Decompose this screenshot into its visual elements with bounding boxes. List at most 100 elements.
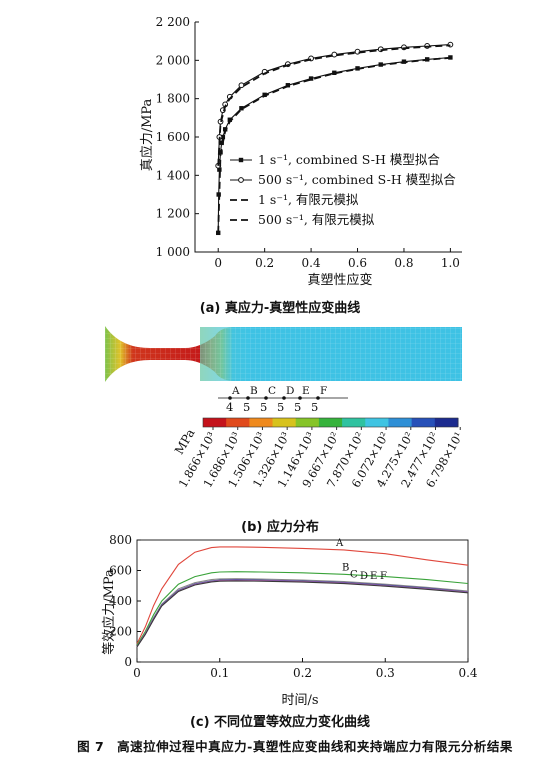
x-tick-label: 0.4 [458,666,477,680]
y-tick-label: 1 400 [156,168,190,182]
element-number: 5 [243,400,250,414]
x-tick-label: 0.1 [210,666,229,680]
series-label-A: A [335,538,344,549]
panel-c-y-axis-label: 等效应力/MPa [101,569,117,655]
data-point [216,230,221,236]
panel-c-series [136,546,469,648]
panel-a-chart: 0 0.2 0.4 0.6 0.8 1.0 1 000 1 200 1 400 1 600 1 80… [139,15,462,288]
figure-caption: 图 7 高速拉伸过程中真应力-真塑性应变曲线和夹持端应力有限元分析结果 [77,739,513,754]
y-tick-label: 1 800 [156,92,190,106]
panel-c-axes: 0 0.1 0.2 0.3 0.4 0 200 400 600 800 [109,533,478,680]
series-line-2 [217,56,451,233]
y-tick-label: 1 000 [156,245,190,259]
y-tick-label: 2 000 [156,53,190,67]
data-point [217,167,222,172]
series-label-B: B [342,563,349,574]
panel-c-x-axis-label: 时间/s [281,693,318,708]
point-marker-D [282,396,286,400]
point-label-C: C [268,385,276,397]
x-tick-label: 0.2 [255,256,274,270]
data-point [239,106,244,111]
y-tick-label: 0 [124,655,132,669]
colorbar-swatch [411,418,436,427]
y-tick-label: 600 [109,564,132,578]
colorbar-swatch [365,418,389,427]
colorbar-swatch [434,418,459,427]
point-label-B: B [250,385,258,397]
legend-marker [238,157,244,163]
legend-label-3: 500 s⁻¹, 有限元模拟 [258,212,375,227]
y-tick-label: 1 200 [156,207,190,221]
colorbar-swatch [203,418,227,427]
panel-b-caption: (b) 应力分布 [241,520,319,535]
colorbar-swatch [226,418,250,427]
panel-a-legend: 1 s⁻¹, combined S-H 模型拟合 500 s⁻¹, combine… [230,152,456,227]
panel-a-caption: (a) 真应力-真塑性应变曲线 [199,301,361,316]
series-line-F [136,580,469,648]
y-tick-label: 1 600 [156,130,190,144]
legend-marker [238,177,244,183]
point-label-D: D [286,385,294,397]
panel-c-chart: 0 0.1 0.2 0.3 0.4 0 200 400 600 800 A BC D E F 时间/s 等… [101,533,478,708]
data-point [227,117,233,122]
section-point-markers: A B C D E F4 5 5 5 5 5 [218,385,348,414]
element-number: 5 [294,400,301,414]
series-line-E [136,579,469,648]
series-line-B [136,571,469,646]
x-tick-label: 0.8 [394,256,413,270]
x-tick-label: 0.6 [348,256,367,270]
x-tick-label: 0.2 [293,666,312,680]
x-tick-label: 0 [214,256,222,270]
point-label-F: F [320,385,327,397]
point-marker-F [316,396,320,400]
colorbar-swatch [272,418,297,427]
point-marker-A [228,396,232,400]
series-label-D: D [360,571,368,582]
y-tick-label: 200 [109,625,132,639]
colorbar-swatch [295,418,320,427]
y-tick-label: 800 [109,533,132,547]
element-number: 5 [260,400,267,414]
point-marker-E [298,396,302,400]
panel-b-figure: A B C D E F4 5 5 5 5 5 MPa1.866×10³1.686×10³1.506×… [105,326,466,490]
data-point [220,134,226,140]
legend-label-2: 1 s⁻¹, 有限元模拟 [258,192,359,207]
point-label-A: A [231,385,240,397]
element-number: 4 [226,400,233,414]
series-label-F: F [380,571,387,582]
panel-a-axes: 0 0.2 0.4 0.6 0.8 1.0 1 000 1 200 1 400 1 600 1 80… [156,15,462,270]
x-tick-label: 0 [133,666,141,680]
panel-c-caption: (c) 不同位置等效应力变化曲线 [189,715,371,730]
element-number: 5 [311,400,318,414]
data-point [332,70,337,75]
colorbar-swatch [249,418,274,427]
series-line-D [136,579,469,648]
x-tick-label: 1.0 [441,256,460,270]
panel-a-series [215,41,454,236]
x-tick-label: 0.3 [376,666,395,680]
data-point [308,76,314,81]
series-label-C: C [350,570,358,581]
element-number: 5 [277,400,284,414]
series-label-E: E [370,571,377,582]
panel-a-x-axis-label: 真塑性应变 [307,272,372,288]
colorbar-swatch [388,418,413,427]
series-line-A [136,546,469,644]
y-tick-label: 2 200 [156,15,190,29]
series-line-3 [217,44,451,166]
point-label-E: E [302,385,310,397]
specimen-mesh [105,326,462,382]
point-marker-B [246,396,250,400]
legend-label-0: 1 s⁻¹, combined S-H 模型拟合 [258,152,440,167]
legend-label-1: 500 s⁻¹, combined S-H 模型拟合 [258,172,456,187]
colorbar-swatch [318,418,343,427]
data-point [238,82,245,89]
data-point [219,140,224,145]
point-marker-C [264,396,268,400]
stress-colorbar: MPa1.866×10³1.686×10³1.506×10³1.326×10³1… [172,417,466,490]
data-point [285,83,291,88]
panel-a-y-axis-label: 真应力/MPa [139,98,155,171]
colorbar-swatch [342,418,366,427]
data-point [262,92,267,98]
series-line-1 [217,44,451,166]
